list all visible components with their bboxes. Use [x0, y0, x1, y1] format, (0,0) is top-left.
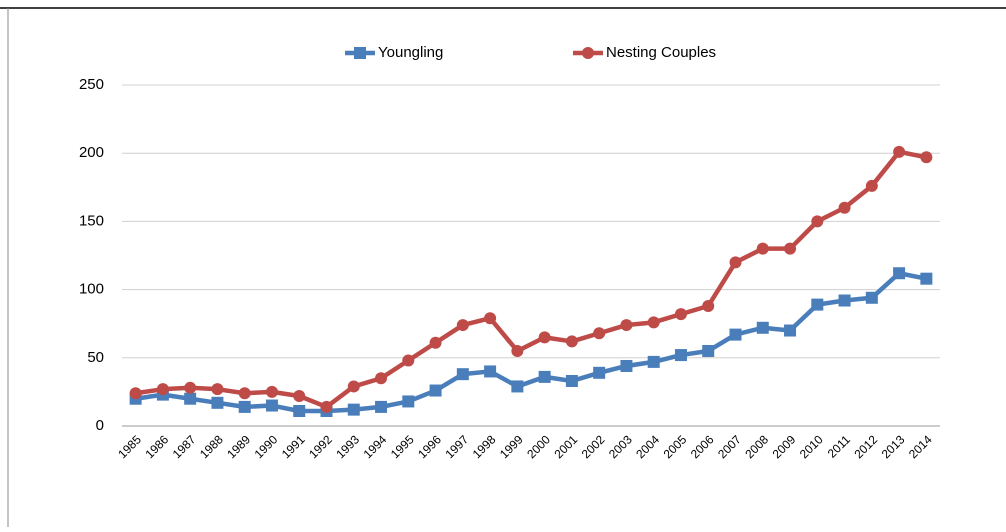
- data-point: [347, 380, 360, 393]
- data-point: [702, 299, 715, 312]
- data-point: [156, 383, 169, 396]
- data-point: [593, 366, 606, 379]
- data-point: [811, 215, 824, 228]
- x-tick-label: 1999: [497, 432, 526, 461]
- data-point: [565, 335, 578, 348]
- data-point: [647, 355, 660, 368]
- x-tick-label: 2006: [688, 432, 717, 461]
- data-point: [429, 384, 442, 397]
- data-point: [674, 308, 687, 321]
- x-tick-label: 1991: [279, 432, 308, 461]
- data-point: [702, 344, 715, 357]
- data-point: [238, 387, 251, 400]
- data-point: [538, 331, 551, 344]
- data-point: [838, 201, 851, 214]
- data-point: [647, 316, 660, 329]
- data-point: [484, 365, 497, 378]
- x-tick-label: 2013: [879, 432, 908, 461]
- data-point: [375, 400, 388, 413]
- data-point: [402, 354, 415, 367]
- x-tick-label: 1990: [252, 432, 281, 461]
- data-point: [893, 145, 906, 158]
- x-tick-label: 2000: [524, 432, 553, 461]
- x-tick-label: 1988: [197, 432, 226, 461]
- y-tick-label: 100: [79, 281, 104, 298]
- x-tick-label: 2010: [797, 432, 826, 461]
- x-tick-label: 1998: [470, 432, 499, 461]
- data-point: [456, 319, 469, 332]
- data-point: [211, 383, 224, 396]
- x-tick-label: 1987: [170, 432, 199, 461]
- data-point: [184, 381, 197, 394]
- y-tick-label: 250: [79, 76, 104, 93]
- x-tick-label: 2001: [551, 432, 580, 461]
- data-point: [238, 400, 251, 413]
- x-tick-label: 1997: [442, 432, 471, 461]
- data-point: [484, 312, 497, 325]
- data-point: [674, 349, 687, 362]
- data-point: [265, 385, 278, 398]
- x-tick-label: 1995: [388, 432, 417, 461]
- series-line: [135, 149, 927, 410]
- data-point: [593, 327, 606, 340]
- data-point: [756, 321, 769, 334]
- data-point: [784, 324, 797, 337]
- x-tick-label: 2008: [742, 432, 771, 461]
- x-tick-label: 1989: [224, 432, 253, 461]
- x-tick-label: 2007: [715, 432, 744, 461]
- data-point: [511, 344, 524, 357]
- x-tick-label: 2011: [825, 432, 853, 460]
- data-point: [920, 151, 933, 164]
- data-point: [511, 380, 524, 393]
- y-tick-label: 200: [79, 144, 104, 161]
- data-point: [838, 294, 851, 307]
- x-tick-label: 2004: [633, 432, 662, 461]
- data-point: [538, 370, 551, 383]
- x-tick-label: 1992: [306, 432, 335, 461]
- x-tick-label: 2003: [606, 432, 635, 461]
- data-point: [293, 389, 306, 402]
- data-point: [756, 242, 769, 255]
- legend-marker: [354, 47, 366, 59]
- y-tick-label: 150: [79, 212, 104, 229]
- x-tick-label: 1994: [361, 432, 390, 461]
- x-tick-label: 2009: [770, 432, 799, 461]
- data-point: [565, 374, 578, 387]
- x-tick-label: 2012: [851, 432, 880, 461]
- y-tick-label: 0: [96, 417, 104, 434]
- data-point: [865, 291, 878, 304]
- data-point: [620, 359, 633, 372]
- y-tick-label: 50: [87, 349, 104, 366]
- legend-label: Youngling: [378, 44, 443, 61]
- data-point: [920, 272, 933, 285]
- data-point: [456, 368, 469, 381]
- legend-label: Nesting Couples: [606, 44, 716, 61]
- data-point: [784, 242, 797, 255]
- x-tick-label: 1986: [142, 432, 171, 461]
- x-tick-label: 2014: [906, 432, 935, 461]
- data-point: [265, 399, 278, 412]
- data-point: [320, 400, 333, 413]
- data-point: [293, 404, 306, 417]
- x-tick-label: 2002: [579, 432, 608, 461]
- data-point: [211, 396, 224, 409]
- x-tick-label: 2005: [661, 432, 690, 461]
- data-point: [865, 179, 878, 192]
- x-tick-label: 1985: [115, 432, 144, 461]
- x-tick-label: 1996: [415, 432, 444, 461]
- data-point: [893, 267, 906, 280]
- legend-marker: [582, 47, 594, 59]
- data-point: [184, 392, 197, 405]
- data-point: [729, 328, 742, 341]
- data-point: [429, 336, 442, 349]
- data-point: [620, 319, 633, 332]
- data-point: [129, 387, 142, 400]
- data-point: [347, 403, 360, 416]
- x-tick-label: 1993: [333, 432, 362, 461]
- data-point: [375, 372, 388, 385]
- data-point: [402, 395, 415, 408]
- data-point: [811, 298, 824, 311]
- data-point: [729, 256, 742, 269]
